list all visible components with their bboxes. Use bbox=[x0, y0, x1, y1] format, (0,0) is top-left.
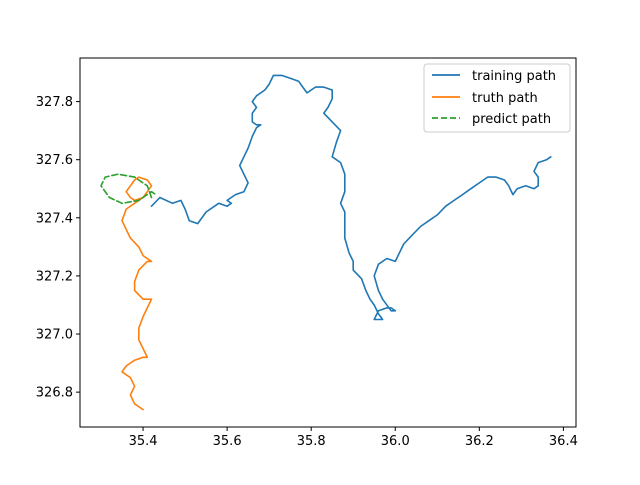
y-tick-label: 327.6 bbox=[36, 153, 73, 168]
x-tick-label: 36.4 bbox=[549, 434, 578, 449]
plot-frame bbox=[79, 57, 577, 428]
y-tick-label: 326.8 bbox=[36, 386, 73, 401]
legend-label-truth-path: truth path bbox=[472, 91, 538, 106]
series-line-training-path bbox=[150, 74, 552, 321]
y-tick-label: 327.4 bbox=[36, 211, 73, 226]
y-axis: 326.8 327.0 327.2 327.4 327.6 327.8 bbox=[36, 95, 80, 401]
legend: training path truth path predict path bbox=[423, 63, 571, 133]
legend-label-training-path: training path bbox=[472, 69, 556, 84]
x-tick-label: 35.4 bbox=[129, 434, 158, 449]
series-layer bbox=[100, 74, 552, 411]
series-line-truth-path bbox=[121, 176, 153, 411]
y-tick-label: 327.8 bbox=[36, 95, 73, 110]
x-tick-label: 36.2 bbox=[465, 434, 494, 449]
series-line-predict-path bbox=[100, 173, 157, 205]
x-axis: 35.4 35.6 35.8 36.0 36.2 36.4 bbox=[129, 427, 578, 449]
y-tick-label: 327.0 bbox=[36, 328, 73, 343]
x-tick-label: 36.0 bbox=[381, 434, 410, 449]
x-tick-label: 35.6 bbox=[213, 434, 242, 449]
legend-label-predict-path: predict path bbox=[472, 112, 551, 127]
x-tick-label: 35.8 bbox=[297, 434, 326, 449]
legend-box bbox=[423, 63, 571, 133]
y-tick-label: 327.2 bbox=[36, 269, 73, 284]
